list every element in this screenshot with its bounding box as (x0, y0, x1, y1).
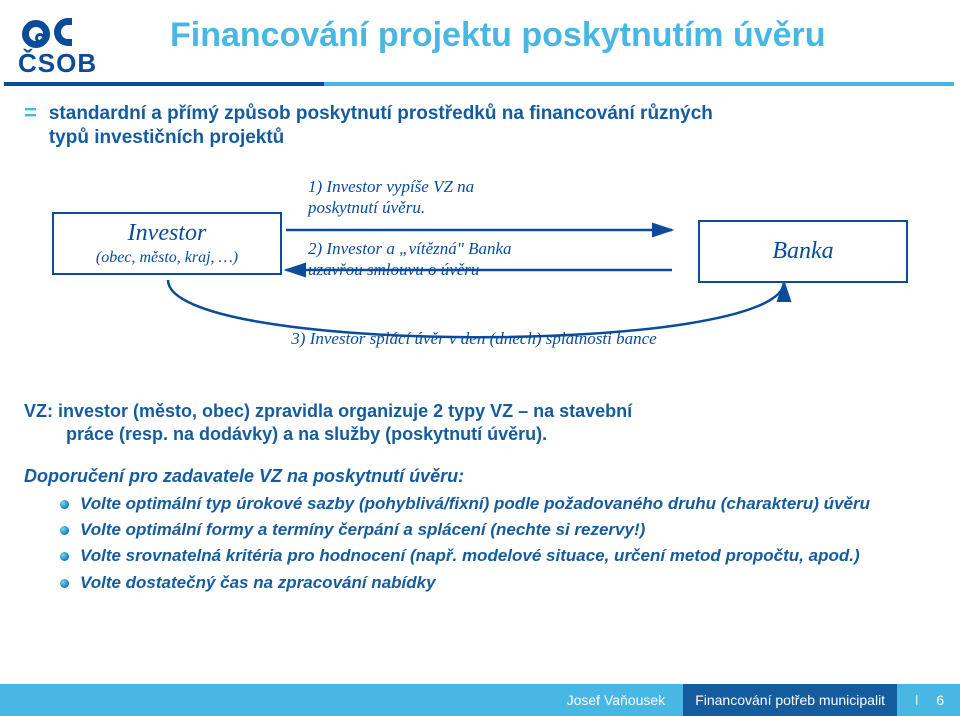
recom-item: Volte optimální typ úrokové sazby (pohyb… (24, 493, 936, 515)
slide-title: Financování projektu poskytnutím úvěru (170, 16, 826, 55)
node-banka-title: Banka (772, 238, 833, 264)
step-1-line-a: 1) Investor vypíše VZ na (308, 177, 474, 196)
logo-c-icon (54, 18, 72, 46)
step-1-label: 1) Investor vypíše VZ na poskytnutí úvěr… (308, 176, 648, 219)
intro-line-2: typů investičních projektů (49, 127, 284, 148)
recom-list: Volte optimální typ úrokové sazby (pohyb… (24, 493, 936, 593)
footer-sep: l (915, 692, 918, 708)
recom-item: Volte dostatečný čas na zpracování nabíd… (24, 572, 936, 594)
recom-item: Volte srovnatelná kritéria pro hodnocení… (24, 545, 936, 567)
step-2-label: 2) Investor a „vítězná" Banka uzavřou sm… (308, 238, 648, 281)
recom-item: Volte optimální formy a termíny čerpání … (24, 519, 936, 541)
footer-topic: Financování potřeb municipalit (683, 684, 897, 716)
step-2-line-b: uzavřou smlouvu o úvěru (308, 260, 479, 279)
node-investor-sub: (obec, město, kraj, …) (54, 249, 280, 267)
recommendations: Doporučení pro zadavatele VZ na poskytnu… (24, 466, 936, 593)
recom-title: Doporučení pro zadavatele VZ na poskytnu… (24, 466, 936, 487)
logo-mark (22, 18, 72, 46)
step-2-line-a: 2) Investor a „vítězná" Banka (308, 239, 512, 258)
vz-line-2: práce (resp. na dodávky) a na služby (po… (24, 423, 547, 446)
logo-ring-icon (22, 20, 50, 48)
content-area: = standardní a přímý způsob poskytnutí p… (24, 102, 936, 598)
vz-summary: VZ: investor (město, obec) zpravidla org… (24, 400, 936, 447)
equals-icon: = (24, 102, 37, 124)
intro: = standardní a přímý způsob poskytnutí p… (24, 102, 936, 150)
step-1-line-b: poskytnutí úvěru. (308, 198, 425, 217)
node-investor: Investor (obec, město, kraj, …) (52, 212, 282, 275)
flow-diagram: Investor (obec, město, kraj, …) Banka 1)… (24, 176, 936, 396)
slide-footer: Josef Vaňousek Financování potřeb munici… (0, 684, 960, 716)
brand-logo: ČSOB (16, 18, 136, 84)
intro-text: standardní a přímý způsob poskytnutí pro… (49, 102, 713, 150)
node-banka: Banka (698, 220, 908, 283)
slide-root: ČSOB Financování projektu poskytnutím úv… (0, 0, 960, 716)
step-3-label: 3) Investor splácí úvěr v den (dnech) sp… (214, 328, 734, 349)
brand-name: ČSOB (18, 48, 97, 79)
node-investor-title: Investor (54, 220, 280, 247)
intro-line-1: standardní a přímý způsob poskytnutí pro… (49, 103, 713, 124)
vz-line-1: VZ: investor (město, obec) zpravidla org… (24, 401, 632, 421)
footer-author: Josef Vaňousek (567, 692, 666, 708)
header-divider (4, 82, 954, 86)
footer-page: 6 (936, 692, 944, 708)
